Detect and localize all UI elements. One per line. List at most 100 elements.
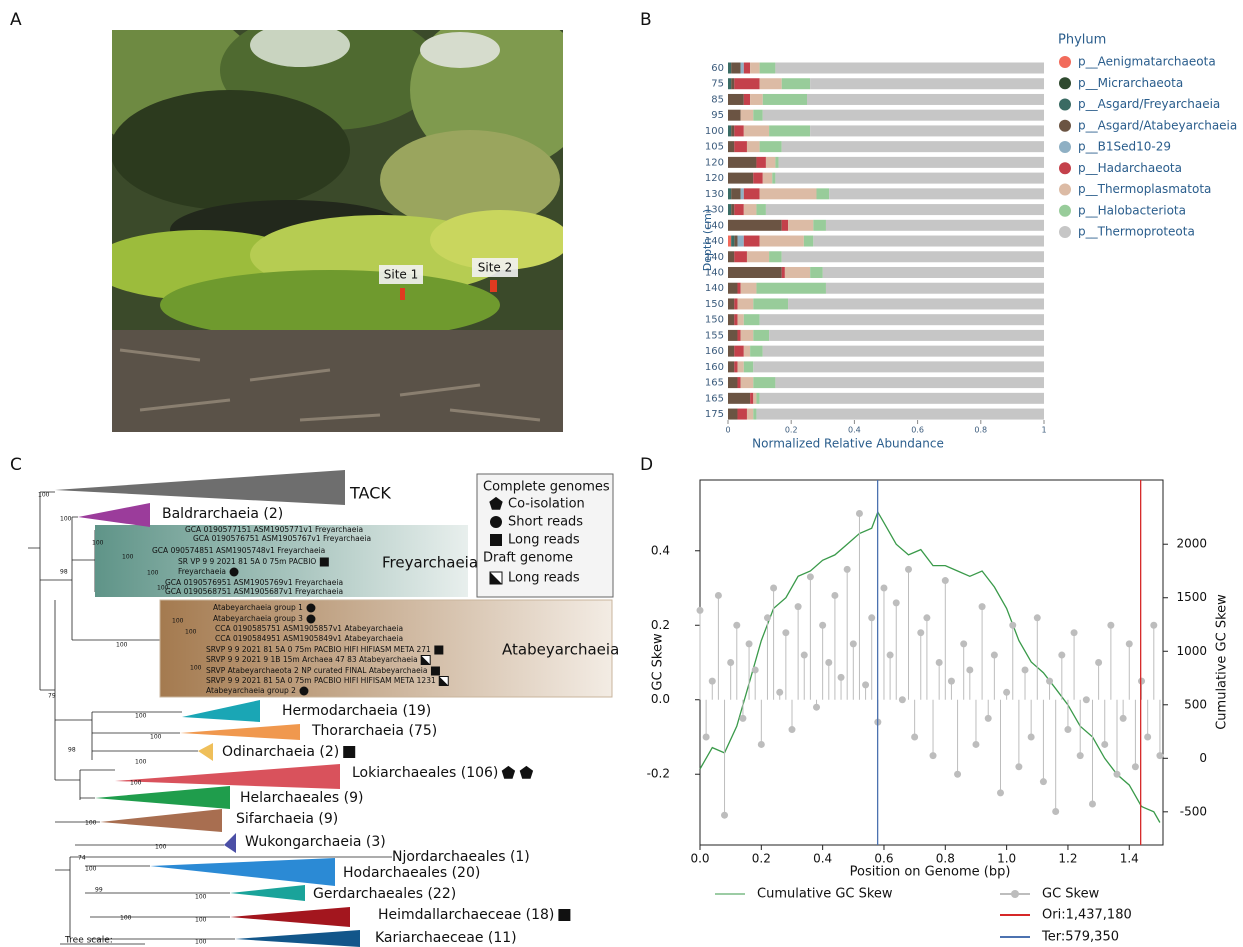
bar-segment [746, 141, 760, 153]
legend-label: GC Skew [1042, 887, 1100, 902]
gc-point [831, 591, 839, 599]
clade-triangle [180, 724, 300, 740]
bar-segment [822, 266, 1044, 278]
bootstrap-value: 100 [172, 618, 184, 625]
y-tick-label: 0.2 [651, 618, 670, 632]
bar-segment [762, 345, 1044, 357]
bar-segment [788, 298, 1044, 310]
leaf-label: GCA 090574851 ASM1905748v1 Freyarchaeia [152, 546, 325, 555]
bar-segment [728, 93, 744, 105]
clade-triangle [235, 930, 360, 947]
gc-point [1101, 740, 1109, 748]
gc-point [1125, 640, 1133, 648]
x-tick-label: 0.2 [752, 852, 771, 866]
gc-point [954, 770, 962, 778]
gc-point [1070, 629, 1078, 637]
group-label: Freyarchaeia [382, 554, 478, 572]
bar-segment [810, 266, 823, 278]
gc-point [972, 740, 980, 748]
x-tick-label: 0.8 [936, 852, 955, 866]
bar-segment [788, 219, 814, 231]
bar-segment [728, 408, 738, 420]
bar-segment [743, 93, 751, 105]
bar-segment [781, 219, 789, 231]
legend-label: p__Thermoplasmatota [1078, 182, 1211, 196]
bar-segment [807, 93, 1044, 105]
legend-label: p__Asgard/Freyarchaeia [1078, 97, 1220, 111]
gc-point [819, 621, 827, 629]
bar-segment [743, 188, 760, 200]
icon-pentagon [501, 765, 516, 779]
bar-segment [734, 78, 760, 90]
bar-segment [753, 377, 776, 389]
y-tick-label: 105 [705, 142, 724, 153]
clade-triangle [95, 786, 230, 809]
y-tick-label: 120 [705, 173, 724, 184]
bar-segment [784, 266, 811, 278]
gc-point [733, 621, 741, 629]
bar-segment [765, 204, 1044, 216]
y-axis-title: Depth (cm) [701, 209, 714, 271]
clade-triangle [115, 764, 340, 789]
panel-label: D [640, 455, 653, 475]
bar-segment [740, 62, 744, 74]
gc-point [1119, 714, 1127, 722]
clade-label: Kariarchaeceae (11) [375, 930, 517, 946]
gc-point [1113, 770, 1121, 778]
legend-label: p__Hadarchaeota [1078, 161, 1182, 175]
x-tick-label: 1.4 [1120, 852, 1139, 866]
bar-segment [753, 361, 1044, 373]
legend-label: p__Halobacteriota [1078, 203, 1186, 217]
gc-point [941, 577, 949, 585]
y-tick-label: -0.2 [647, 767, 670, 781]
bar-segment [728, 392, 751, 404]
gc-point [990, 651, 998, 659]
bar-segment [756, 282, 826, 294]
y-tick-label: 160 [705, 362, 724, 373]
x-tick-label: 1 [1041, 426, 1046, 435]
gc-point [1138, 677, 1146, 685]
legend-title: Phylum [1058, 33, 1106, 48]
bar-segment [737, 235, 744, 247]
bar-segment [731, 62, 741, 74]
x-tick-label: 0.4 [813, 852, 832, 866]
bar-segment [728, 329, 738, 341]
clade-label: Sifarchaeia (9) [236, 811, 338, 827]
bar-segment [750, 93, 763, 105]
bar-segment [734, 125, 744, 137]
y-tick-label: 165 [705, 393, 724, 404]
y-tick-label: 140 [705, 267, 724, 278]
bootstrap-value: 100 [120, 915, 132, 922]
bar-segment [753, 172, 763, 184]
y2-tick-label: 500 [1184, 697, 1207, 711]
bar-segment [728, 125, 732, 137]
clade-triangle [150, 858, 335, 886]
icon-circle [229, 567, 239, 577]
gc-point [1064, 726, 1072, 734]
tree-scale-label: Tree scale: [64, 936, 113, 946]
bar-segment [781, 78, 811, 90]
icon-half-square [421, 655, 431, 665]
bootstrap-value: 100 [85, 820, 97, 827]
legend-label: Short reads [508, 515, 583, 530]
gc-point [763, 614, 771, 622]
leaf-label: SRVP 9 9 2021 81 5A 0 75m PACBIO HIFI HI… [206, 676, 436, 685]
gc-point [1107, 621, 1115, 629]
bar-segment [728, 62, 732, 74]
gc-point [849, 640, 857, 648]
gc-point [855, 510, 863, 518]
gc-point [978, 603, 986, 611]
bar-segment [728, 219, 782, 231]
bar-segment [829, 188, 1044, 200]
gc-point [788, 726, 796, 734]
bootstrap-value: 100 [116, 642, 128, 649]
bar-segment [728, 361, 735, 373]
icon-square [430, 666, 440, 676]
x-tick-label: 0 [725, 426, 730, 435]
bar-segment [728, 141, 735, 153]
gc-point [929, 752, 937, 760]
y2-tick-label: 0 [1199, 751, 1207, 765]
bar-segment [781, 266, 785, 278]
bar-segment [753, 392, 757, 404]
